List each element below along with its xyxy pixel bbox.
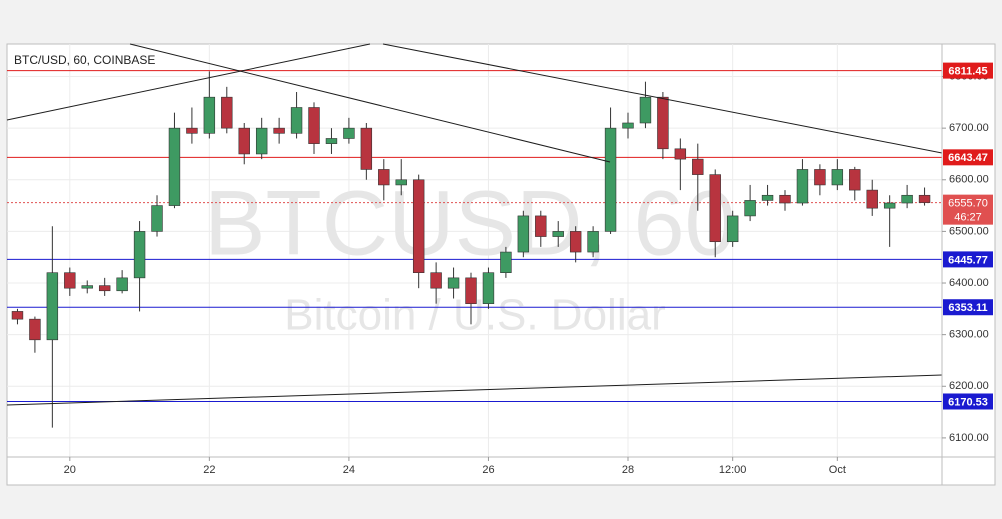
level-label: 6353.11 <box>948 302 987 314</box>
candle-body <box>116 277 128 292</box>
candle-body <box>761 194 774 201</box>
candles <box>11 71 931 428</box>
level-label: 6170.53 <box>948 396 988 408</box>
candle-body <box>814 169 826 186</box>
candle-body <box>482 272 495 304</box>
level-label-box <box>943 149 993 166</box>
level-label: 6811.45 <box>948 66 987 78</box>
candle-body <box>447 277 460 289</box>
candle-body <box>395 179 407 186</box>
candle-body <box>569 231 582 253</box>
candle-body <box>343 127 355 139</box>
level-label-box <box>943 251 993 268</box>
trend-lines <box>6 43 943 406</box>
candle-body <box>849 169 861 191</box>
candle-body <box>29 318 41 341</box>
trend-line <box>6 374 943 406</box>
candle-body <box>744 200 756 217</box>
y-tick-label: 6200.00 <box>949 380 989 392</box>
level-label: 6445.77 <box>948 254 988 266</box>
candle-body <box>779 194 791 204</box>
candle-body <box>831 169 844 186</box>
candle-body <box>517 215 530 253</box>
x-tick-label: 24 <box>343 464 355 476</box>
candle-body <box>604 127 617 232</box>
candle-body <box>465 277 477 304</box>
trend-line <box>382 43 943 154</box>
candle-body <box>168 127 181 206</box>
candle-body <box>883 202 896 209</box>
candle-body <box>866 189 878 209</box>
last-price-label: 6555.70 <box>948 198 988 210</box>
trend-line <box>129 43 611 163</box>
y-tick-label: 6300.00 <box>949 329 989 341</box>
level-label: 6643.47 <box>948 152 988 164</box>
y-tick-label: 6100.00 <box>949 432 989 444</box>
x-tick-label: 28 <box>622 464 634 476</box>
candle-body <box>46 272 59 341</box>
candle-body <box>64 272 76 289</box>
candle-body <box>657 96 669 150</box>
candle-body <box>325 138 338 144</box>
candle-body <box>186 127 198 134</box>
candle-body <box>430 272 442 289</box>
countdown-label: 46:27 <box>954 212 982 224</box>
candle-body <box>918 194 931 203</box>
candle-body <box>552 231 564 237</box>
watermark-symbol: BTCUSD, 60 <box>204 172 736 274</box>
candle-body <box>133 231 146 279</box>
candle-body <box>255 127 268 155</box>
candle-body <box>692 158 704 175</box>
candle-body <box>639 96 652 124</box>
candle-body <box>308 107 320 144</box>
candle-body <box>203 96 216 134</box>
last-price-box <box>943 194 993 225</box>
trend-line <box>6 43 371 121</box>
level-label-box <box>943 299 993 316</box>
x-tick-label: 26 <box>482 464 494 476</box>
candle-body <box>674 148 687 160</box>
candle-body <box>412 179 425 273</box>
candle-body <box>709 174 721 243</box>
x-tick-label: Oct <box>829 464 846 476</box>
candle-body <box>81 285 93 289</box>
candle-body <box>500 251 512 273</box>
axes: 6100.00 6200.00 6300.00 6400.00 6500.00 6600.… <box>64 62 993 476</box>
candle-body <box>360 127 373 170</box>
candle-body <box>98 285 111 292</box>
grid <box>7 44 942 457</box>
x-tick-label: 12:00 <box>719 464 747 476</box>
candle-body <box>901 194 913 204</box>
candle-body <box>238 127 250 155</box>
candle-body <box>11 311 24 320</box>
y-tick-label: 6600.00 <box>949 174 989 186</box>
candle-body <box>622 122 634 129</box>
candle-body <box>378 169 390 186</box>
y-tick-label: 6500.00 <box>949 225 989 237</box>
y-tick-label: 6700.00 <box>949 122 989 134</box>
candle-body <box>587 231 599 253</box>
candle-body <box>221 96 233 129</box>
level-label-box <box>943 62 993 79</box>
candle-body <box>535 215 547 237</box>
level-label-box <box>943 393 993 410</box>
x-tick-label: 22 <box>203 464 215 476</box>
x-tick-label: 20 <box>64 464 76 476</box>
y-tick-label: 6400.00 <box>949 277 989 289</box>
candle-body <box>726 215 739 243</box>
candle-body <box>290 107 303 134</box>
candle-body <box>273 127 285 134</box>
candle-body <box>151 205 163 232</box>
symbol-header: BTC/USD, 60, COINBASE <box>14 53 155 67</box>
candle-body <box>796 169 809 204</box>
levels <box>7 70 942 402</box>
